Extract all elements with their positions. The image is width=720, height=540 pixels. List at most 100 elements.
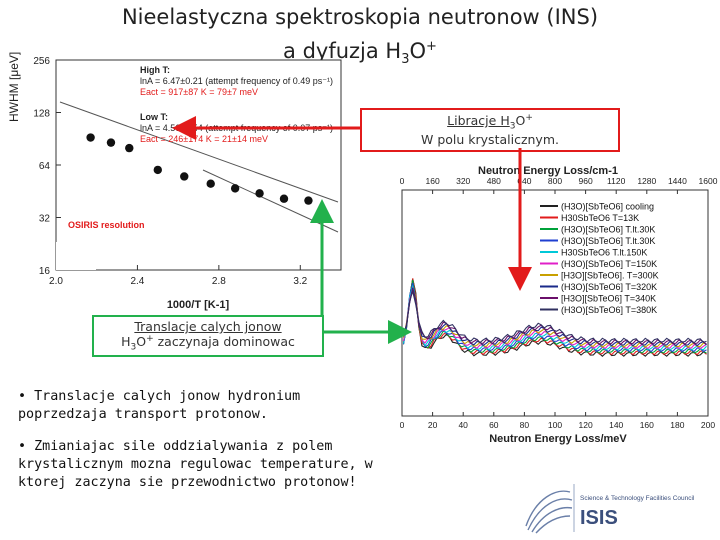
bottom-tick-label: 200 xyxy=(701,420,715,430)
libration-sub: 3 xyxy=(509,121,516,132)
translation-rest: zaczynaja dominowac xyxy=(153,334,295,350)
y-tick-label: 256 xyxy=(33,56,50,67)
legend-label: (H3O)[SbTeO6] T=320K xyxy=(561,282,657,292)
data-point xyxy=(304,196,313,205)
resolution-box xyxy=(56,242,96,270)
bottom-tick-label: 100 xyxy=(548,420,562,430)
legend-label: (H3O)[SbTeO6] T=150K xyxy=(561,259,657,269)
bottom-tick-label: 120 xyxy=(579,420,593,430)
bottom-x-ticks: 0 20 40 60 80 100 120 140 160 180 200 xyxy=(400,412,715,430)
annot-high-lna: lnA = 6.47±0.21 (attempt frequency of 0.… xyxy=(140,76,333,86)
legend-label: (H3O)[SbTeO6] cooling xyxy=(561,202,654,212)
translation-o: O xyxy=(136,334,147,350)
slide-title: Nieelastyczna spektroskopia neutronow (I… xyxy=(0,2,720,75)
translation-sub: 3 xyxy=(130,342,137,353)
plot-frame xyxy=(55,59,342,271)
y-tick-label: 128 xyxy=(33,109,50,120)
annot-low-t: Low T: xyxy=(140,112,168,122)
spectrum-line xyxy=(402,288,707,345)
y-tick-label: 64 xyxy=(39,161,51,172)
arrhenius-plot: 256 128 64 32 16 2.0 2.4 2.8 3.2 High T: lnA = … xyxy=(8,52,342,311)
top-tick-label: 1280 xyxy=(637,176,656,186)
top-tick-label: 0 xyxy=(400,176,405,186)
x-tick-label: 2.0 xyxy=(49,276,63,287)
translation-sup: + xyxy=(146,334,154,344)
data-point xyxy=(86,133,95,142)
bottom-tick-label: 0 xyxy=(400,420,405,430)
translation-h: H xyxy=(121,334,131,350)
logo-swirl-icon xyxy=(525,490,573,534)
libration-subtitle: W polu krystalicznym. xyxy=(421,131,559,147)
translation-callout: Translacje calych jonow H3O+ zaczynaja d… xyxy=(92,315,324,357)
top-tick-label: 1600 xyxy=(699,176,718,186)
legend-label: (H3O)[SbTeO6] T=380K xyxy=(561,305,657,315)
data-point xyxy=(255,189,264,198)
data-points xyxy=(86,133,313,205)
libration-callout: Libracje H3O+ W polu krystalicznym. xyxy=(360,108,620,152)
logo-name: ISIS xyxy=(580,507,618,529)
bottom-tick-label: 80 xyxy=(520,420,530,430)
logo-org: Science & Technology Facilities Council xyxy=(580,495,695,502)
title-subscript: 3 xyxy=(401,52,410,68)
libration-sup: + xyxy=(525,113,533,123)
top-tick-label: 160 xyxy=(426,176,440,186)
legend-label: [H3O][SbTeO6] T=340K xyxy=(561,294,656,304)
translation-line-2: H3O+ zaczynaja dominowac xyxy=(94,334,322,353)
x-tick-label: 3.2 xyxy=(293,276,307,287)
top-tick-label: 800 xyxy=(548,176,562,186)
legend-box xyxy=(536,198,704,318)
x-tick-label: 2.8 xyxy=(212,276,226,287)
bottom-tick-label: 180 xyxy=(670,420,684,430)
y-tick-label: 16 xyxy=(39,266,51,277)
data-point xyxy=(106,138,116,147)
annot-high-eact: Eact = 917±87 K = 79±7 meV xyxy=(140,87,258,97)
title-line-2: a dyfuzja H3O+ xyxy=(0,32,720,75)
title-line-2-o: O xyxy=(409,39,427,63)
high-t-fit-line xyxy=(59,101,339,203)
libration-title: Libracje H3O+ xyxy=(362,113,618,132)
isis-logo: Science & Technology Facilities Council … xyxy=(518,478,718,538)
top-tick-label: 480 xyxy=(487,176,501,186)
top-tick-label: 320 xyxy=(456,176,470,186)
title-line-1: Nieelastyczna spektroskopia neutronow (I… xyxy=(121,5,599,29)
annot-low-eact: Eact = 246±174 K = 21±14 meV xyxy=(140,134,268,144)
bottom-tick-label: 60 xyxy=(489,420,499,430)
bottom-tick-label: 20 xyxy=(428,420,438,430)
x-tick-label: 2.4 xyxy=(130,276,144,287)
x-axis-label: 1000/T [K-1] xyxy=(167,299,230,311)
bottom-tick-label: 40 xyxy=(458,420,468,430)
spectrum-line xyxy=(402,279,707,354)
ins-spectra-plot: Neutron Energy Loss/cm-1 0 160 320 480 640 80… xyxy=(400,165,718,445)
top-tick-label: 1120 xyxy=(607,176,626,186)
legend-label: (H3O)[SbTeO6] T.lt.30K xyxy=(561,236,655,246)
spectrum-line xyxy=(402,289,707,344)
data-point xyxy=(206,179,215,188)
y-axis-label: HWHM [μeV] xyxy=(8,52,21,122)
top-axis-label: Neutron Energy Loss/cm-1 xyxy=(478,165,618,177)
bullet-2: • Zmianiajac sile oddzialywania z polem … xyxy=(18,439,373,490)
legend-label: H30SbTeO6 T.lt.150K xyxy=(561,248,647,258)
spectra-lines xyxy=(402,278,707,357)
translation-line-1: Translacje calych jonow xyxy=(134,319,282,334)
top-tick-label: 1440 xyxy=(668,176,687,186)
legend-label: [H3O][SbTeO6]. T=300K xyxy=(561,271,659,281)
data-point xyxy=(230,184,240,193)
data-point xyxy=(279,194,289,203)
title-superscript: + xyxy=(426,39,437,54)
bottom-tick-label: 140 xyxy=(609,420,623,430)
top-tick-label: 640 xyxy=(517,176,531,186)
spectrum-line xyxy=(402,286,707,350)
data-point xyxy=(125,143,134,153)
bottom-axis-label: Neutron Energy Loss/meV xyxy=(489,433,627,445)
libration-o: O xyxy=(515,113,526,129)
bullet-list: • Translacje calych jonow hydronium popr… xyxy=(18,388,378,506)
top-x-ticks: 0 160 320 480 640 800 960 1120 1280 1440 1600 xyxy=(400,176,718,194)
bottom-tick-label: 160 xyxy=(640,420,654,430)
libration-label: Libracje H xyxy=(447,113,510,129)
data-point xyxy=(180,172,189,181)
legend-label: H30SbTeO6 T=13K xyxy=(561,213,639,223)
top-tick-label: 960 xyxy=(579,176,593,186)
data-point xyxy=(153,165,162,175)
bullet-1: • Translacje calych jonow hydronium popr… xyxy=(18,389,301,422)
